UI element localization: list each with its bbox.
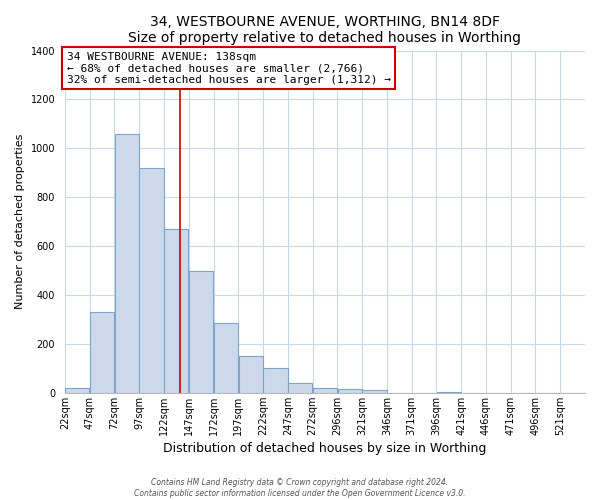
Bar [362, 390, 386, 393]
Bar [189, 270, 213, 393]
Title: 34, WESTBOURNE AVENUE, WORTHING, BN14 8DF
Size of property relative to detached : 34, WESTBOURNE AVENUE, WORTHING, BN14 8D… [128, 15, 521, 45]
Text: Contains HM Land Registry data © Crown copyright and database right 2024.
Contai: Contains HM Land Registry data © Crown c… [134, 478, 466, 498]
Y-axis label: Number of detached properties: Number of detached properties [15, 134, 25, 310]
Bar [313, 388, 337, 393]
Bar [65, 388, 89, 393]
Bar [263, 368, 287, 393]
Bar [139, 168, 164, 393]
Bar [437, 392, 461, 393]
Bar [338, 389, 362, 393]
Bar [214, 323, 238, 393]
Bar [115, 134, 139, 393]
Bar [239, 356, 263, 393]
Bar [90, 312, 114, 393]
Text: 34 WESTBOURNE AVENUE: 138sqm
← 68% of detached houses are smaller (2,766)
32% of: 34 WESTBOURNE AVENUE: 138sqm ← 68% of de… [67, 52, 391, 85]
X-axis label: Distribution of detached houses by size in Worthing: Distribution of detached houses by size … [163, 442, 487, 455]
Bar [164, 229, 188, 393]
Bar [288, 383, 313, 393]
